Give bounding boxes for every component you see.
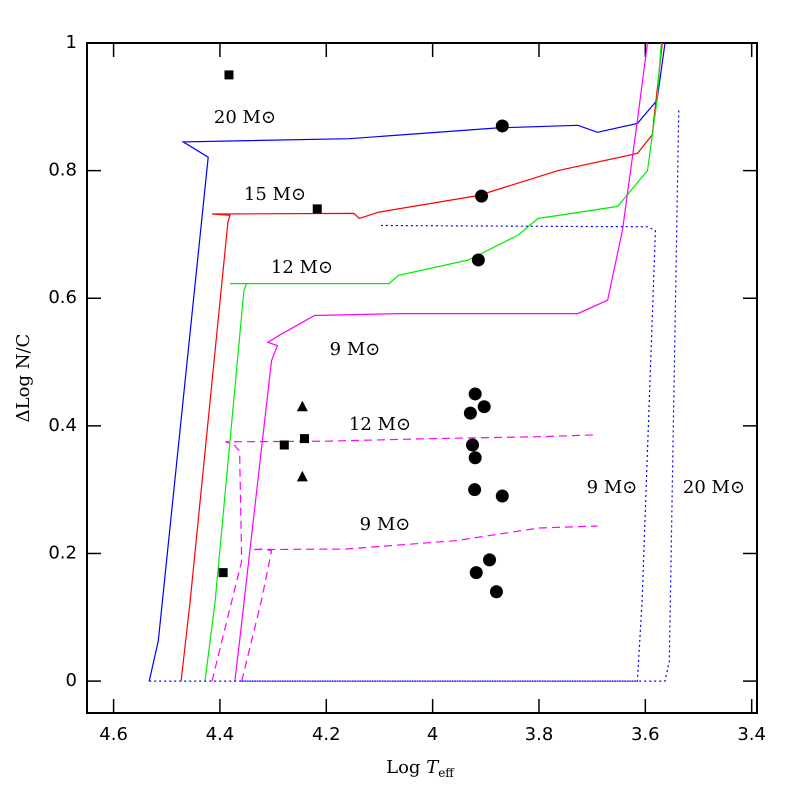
point [471,253,485,267]
point [468,483,482,497]
point [468,387,482,401]
y-tick-label: 1 [66,32,77,53]
point [468,451,482,465]
y-tick-label: 0.2 [48,542,77,563]
track-line [180,42,663,682]
mass-label: 15 M⊙ [244,184,306,205]
point [475,189,489,203]
point [495,489,509,503]
x-tick-label: 4.4 [206,724,235,745]
mass-label: 20 M⊙ [683,477,745,498]
point [296,470,308,482]
point [312,204,322,214]
track-line [148,42,666,682]
track-line [204,42,662,682]
y-axis-label: ΔLog N/C [13,334,34,423]
mass-label: 9 M⊙ [360,514,411,535]
point [477,400,491,414]
point [469,566,483,580]
track-line [241,224,657,682]
x-tick-label: 3.4 [737,724,766,745]
point [483,553,497,567]
track-line [149,108,680,682]
point [224,70,234,80]
y-tick-label: 0.8 [48,160,77,181]
point [296,400,308,412]
mass-label: 12 M⊙ [271,257,333,278]
y-tick-label: 0.4 [48,415,77,436]
point [279,440,289,450]
x-tick-label: 4.6 [99,724,128,745]
y-tick-label: 0.6 [48,287,77,308]
mass-label: 9 M⊙ [330,339,381,360]
point [495,119,509,133]
x-tick-label: 4 [427,724,438,745]
x-tick-label: 3.8 [525,724,554,745]
x-tick-label: 3.6 [631,724,660,745]
point [466,438,480,452]
mass-label: 20 M⊙ [214,107,276,128]
mass-label: 12 M⊙ [349,414,411,435]
y-tick-label: 0 [66,670,77,691]
mass-label: 9 M⊙ [587,477,638,498]
point [489,585,503,599]
plot-frame [86,42,758,714]
track-line [241,525,598,682]
x-label-symbol: T [426,757,440,778]
x-axis-label: Log Teff [386,757,455,780]
x-label-text: Log [386,757,426,778]
x-tick-label: 4.2 [312,724,341,745]
point [463,406,477,420]
track-line [234,42,649,682]
track-line [211,434,598,682]
x-label-subscript: eff [438,766,455,780]
point [218,568,228,578]
point [299,434,309,444]
